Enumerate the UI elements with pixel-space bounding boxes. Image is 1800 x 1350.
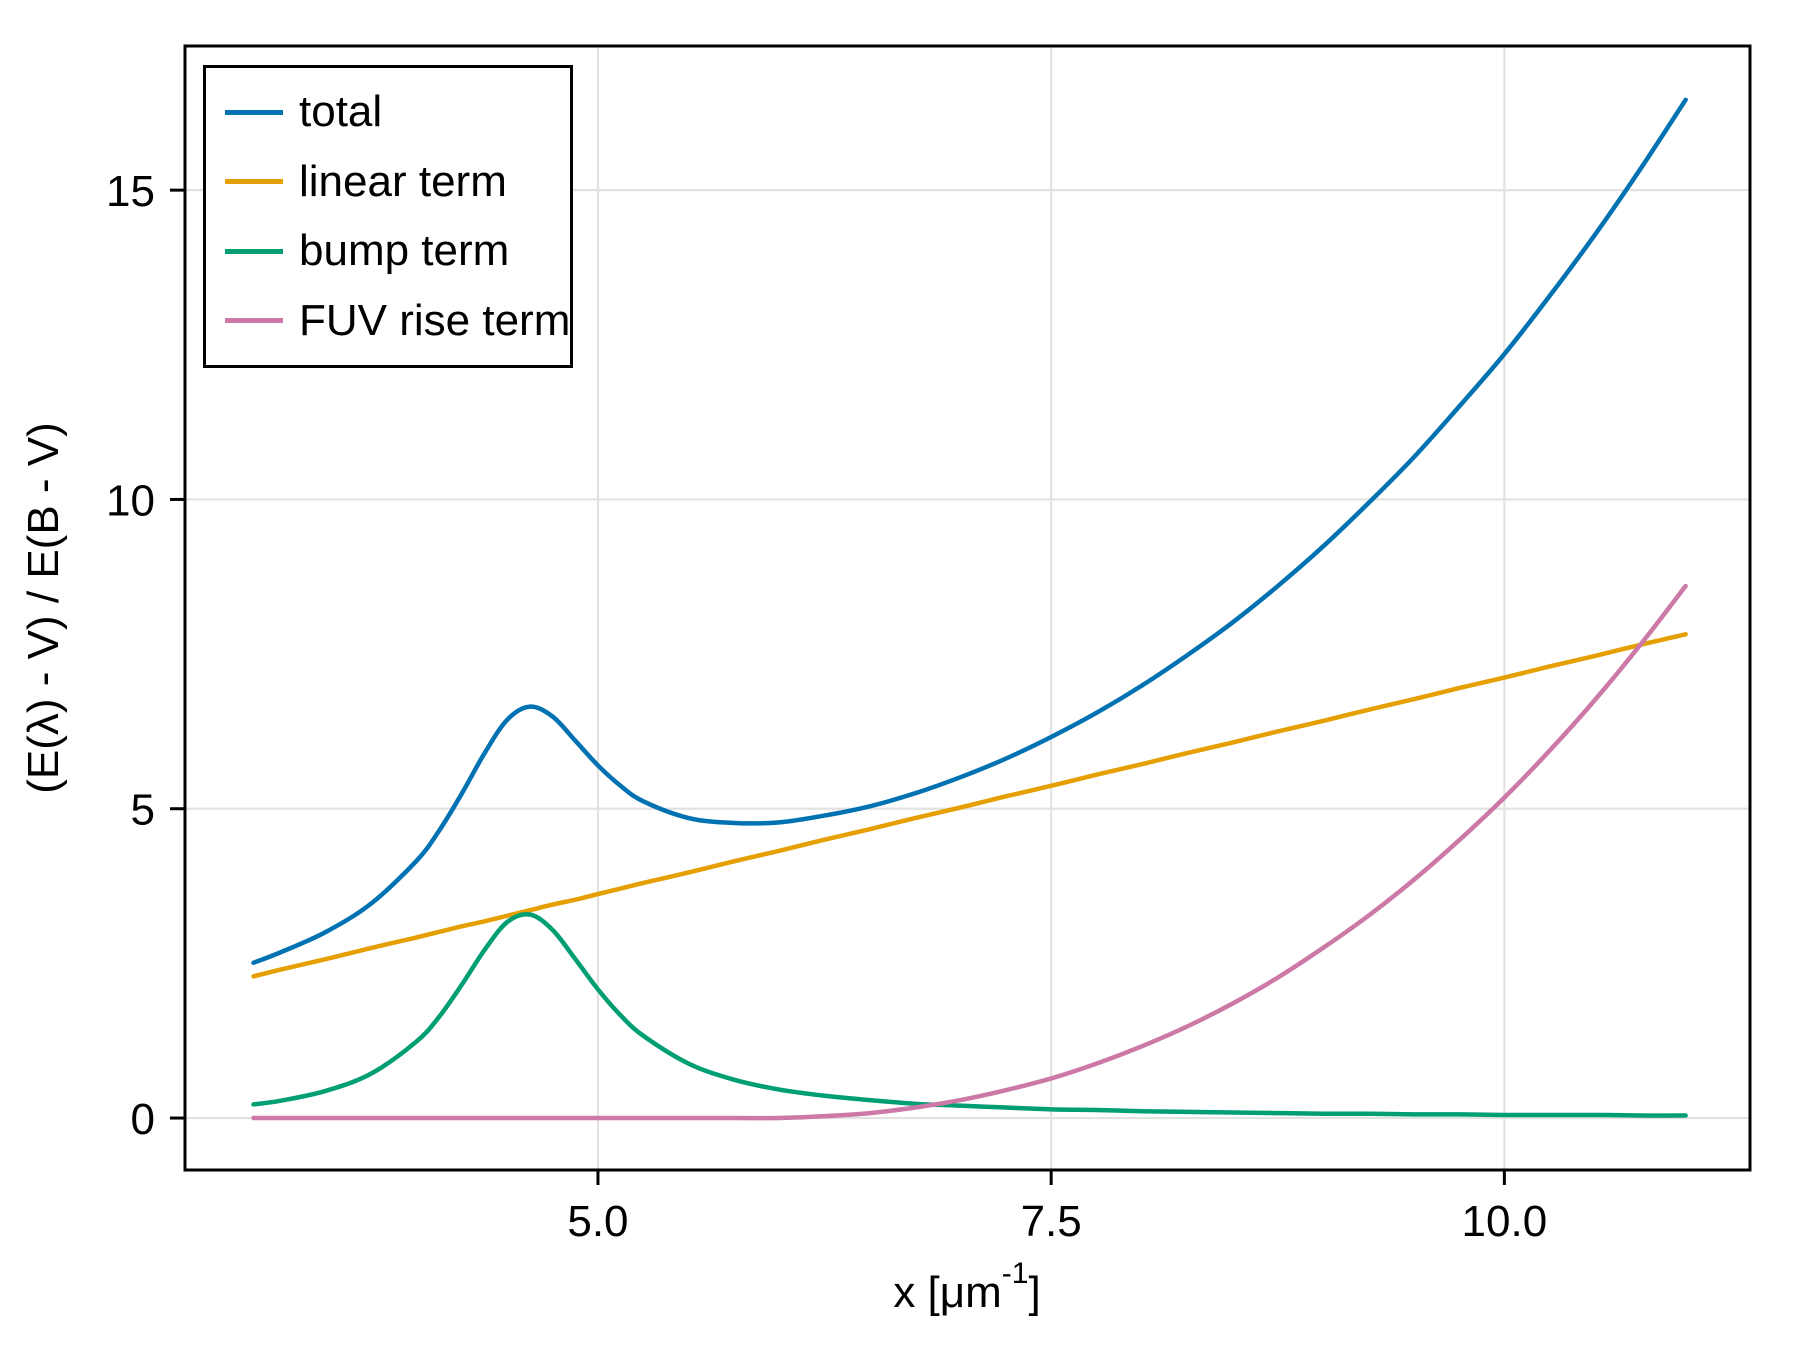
legend-line-swatch-bump-term: [225, 248, 283, 254]
legend-line-swatch-fuv-rise-term: [225, 318, 283, 324]
y-tick-label-0: 0: [131, 1095, 155, 1144]
legend: total linear term bump term FUV rise ter…: [203, 65, 573, 368]
curve-total: [251, 97, 1688, 966]
x-tick-label-7.5: 7.5: [1021, 1197, 1082, 1246]
curve-linear-term: [251, 632, 1688, 979]
legend-line-swatch-linear-term: [225, 179, 283, 185]
x-axis-label: x [μm-1]: [893, 1257, 1040, 1317]
curve-bump-term: [251, 911, 1688, 1118]
legend-item-fuv-rise-term: FUV rise term: [225, 298, 570, 343]
y-tick-label-10: 10: [106, 476, 155, 525]
x-tick-label-10.0: 10.0: [1462, 1197, 1548, 1246]
y-tick-label-5: 5: [131, 786, 155, 835]
curve-FUV-rise-term: [251, 583, 1688, 1121]
legend-label: total: [299, 87, 383, 136]
legend-item-bump-term: bump term: [225, 229, 564, 273]
legend-line-swatch-total: [225, 109, 283, 115]
legend-label: bump term: [299, 226, 510, 276]
legend-item-total: total: [225, 90, 564, 134]
curves: [251, 97, 1688, 1121]
tick-labels: 5.0 7.5 10.0 0 5 10 15: [106, 167, 1547, 1246]
y-tick-label-15: 15: [106, 167, 155, 216]
legend-label: linear term: [299, 156, 507, 206]
legend-label: FUV rise term: [299, 295, 571, 345]
plot-frame: [183, 44, 1752, 1172]
legend-item-linear-term: linear term: [225, 156, 564, 206]
x-tick-label-5.0: 5.0: [567, 1197, 628, 1246]
axis-ticks: [170, 188, 1506, 1185]
y-axis-label: (E(λ) - V) / E(B - V): [19, 422, 68, 794]
